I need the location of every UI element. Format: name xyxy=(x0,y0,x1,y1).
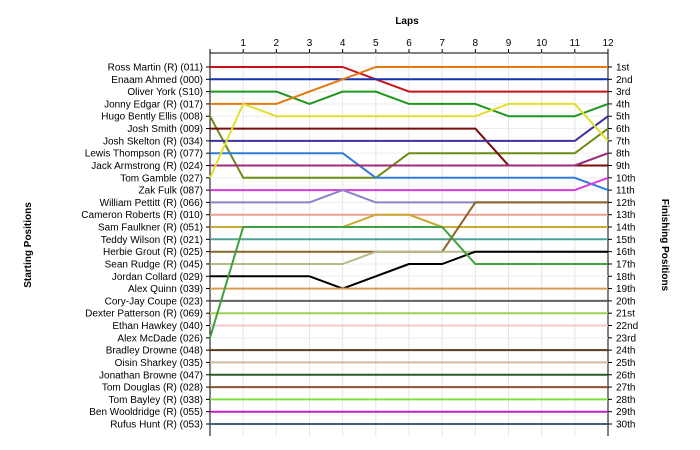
lap-label: 10 xyxy=(536,38,548,49)
finish-position-label: 26th xyxy=(616,370,635,381)
finish-position-label: 4th xyxy=(616,99,630,110)
finish-position-label: 16th xyxy=(616,247,635,258)
start-position-label: Enaam Ahmed (000) xyxy=(111,75,203,86)
finish-position-label: 25th xyxy=(616,358,635,369)
start-position-label: Alex Quinn (039) xyxy=(128,284,203,295)
finish-position-label: 29th xyxy=(616,407,635,418)
start-position-label: Jack Armstrong (R) (024) xyxy=(91,161,203,172)
finish-position-label: 9th xyxy=(616,161,630,172)
finish-position-label: 13th xyxy=(616,210,635,221)
finish-position-label: 30th xyxy=(616,420,635,431)
driver-line-18 xyxy=(210,250,608,290)
finish-position-label: 8th xyxy=(616,149,630,160)
finish-position-label: 21st xyxy=(616,309,635,320)
lap-tick-labels: 1 2 3 4 5 6 7 8 9 10 11 12 xyxy=(240,38,614,49)
start-position-label: Cameron Roberts (R) (010) xyxy=(81,210,203,221)
driver-line-11 xyxy=(210,176,609,192)
driver-line-7 xyxy=(210,115,609,142)
driver-line-1 xyxy=(210,66,608,93)
finish-position-label: 27th xyxy=(616,383,635,394)
finish-position-label: 22nd xyxy=(616,321,638,332)
start-position-label: Tom Bayley (R) (038) xyxy=(109,395,203,406)
finish-position-label: 1st xyxy=(616,63,630,74)
driver-line-23 xyxy=(209,226,608,339)
finish-position-label: 28th xyxy=(616,395,635,406)
start-position-label: Lewis Thompson (R) (077) xyxy=(85,149,203,160)
starting-position-labels: Ross Martin (R) (011)Enaam Ahmed (000)Ol… xyxy=(81,63,203,431)
start-position-label: Zak Fulk (087) xyxy=(139,186,203,197)
right-axis-title: Finishing Positions xyxy=(659,199,670,292)
lap-label: 7 xyxy=(439,38,445,49)
lap-label: 3 xyxy=(307,38,313,49)
finish-position-label: 18th xyxy=(616,272,635,283)
grid xyxy=(206,49,612,436)
start-position-label: Hugo Bently Ellis (008) xyxy=(101,112,203,123)
finishing-position-labels: 1st2nd3rd4th5th6th7th8th9th10th11th12th1… xyxy=(616,63,638,431)
start-position-label: Bradley Drowne (048) xyxy=(106,346,203,357)
lap-label: 1 xyxy=(240,38,246,49)
x-axis-title: Laps xyxy=(395,16,419,27)
start-position-label: Tom Gamble (027) xyxy=(120,173,203,184)
finish-position-label: 17th xyxy=(616,259,635,270)
lap-label: 12 xyxy=(602,38,614,49)
lap-label: 6 xyxy=(406,38,412,49)
finish-position-label: 10th xyxy=(616,173,635,184)
start-position-label: Oliver York (S10) xyxy=(127,87,203,98)
start-position-label: Josh Skelton (R) (034) xyxy=(103,136,203,147)
series-lines xyxy=(209,66,609,425)
driver-line-5 xyxy=(209,115,609,179)
start-position-label: William Pettitt (R) (066) xyxy=(100,198,203,209)
start-position-label: Herbie Grout (R) (025) xyxy=(103,247,203,258)
finish-position-label: 23rd xyxy=(616,333,636,344)
start-position-label: Ross Martin (R) (011) xyxy=(108,63,203,74)
start-position-label: Cory-Jay Coupe (023) xyxy=(105,296,203,307)
finish-position-label: 2nd xyxy=(616,75,633,86)
start-position-label: Jordan Collard (029) xyxy=(112,272,203,283)
finish-position-label: 19th xyxy=(616,284,635,295)
left-axis-title: Starting Positions xyxy=(23,202,34,288)
driver-line-8 xyxy=(210,152,609,192)
finish-position-label: 7th xyxy=(616,136,630,147)
finish-position-label: 5th xyxy=(616,112,630,123)
finish-position-label: 6th xyxy=(616,124,630,135)
lap-label: 2 xyxy=(274,38,280,49)
lap-label: 4 xyxy=(340,38,346,49)
finish-position-label: 20th xyxy=(616,296,635,307)
start-position-label: Jonny Edgar (R) (017) xyxy=(104,99,203,110)
start-position-label: Ben Wooldridge (R) (055) xyxy=(89,407,203,418)
finish-position-label: 12th xyxy=(616,198,635,209)
finish-position-label: 14th xyxy=(616,223,635,234)
finish-position-label: 11th xyxy=(616,186,635,197)
finish-position-label: 3rd xyxy=(616,87,630,98)
driver-line-3 xyxy=(210,90,609,118)
start-position-label: Alex McDade (026) xyxy=(117,333,203,344)
start-position-label: Jonathan Browne (047) xyxy=(99,370,203,381)
start-position-label: Sam Faulkner (R) (051) xyxy=(98,223,203,234)
finish-position-label: 15th xyxy=(616,235,635,246)
start-position-label: Tom Douglas (R) (028) xyxy=(102,383,203,394)
lap-label: 5 xyxy=(373,38,379,49)
start-position-label: Sean Rudge (R) (045) xyxy=(105,259,203,270)
start-position-label: Josh Smith (009) xyxy=(127,124,203,135)
start-position-label: Rufus Hunt (R) (053) xyxy=(110,420,203,431)
driver-line-4 xyxy=(210,66,608,105)
driver-line-10 xyxy=(209,102,609,179)
finish-position-label: 24th xyxy=(616,346,635,357)
start-position-label: Teddy Wilson (R) (021) xyxy=(101,235,203,246)
start-position-label: Ethan Hawkey (040) xyxy=(112,321,203,332)
start-position-label: Dexter Patterson (R) (069) xyxy=(85,309,203,320)
driver-line-9 xyxy=(210,152,609,167)
start-position-label: Oisin Sharkey (035) xyxy=(115,358,203,369)
lap-label: 11 xyxy=(570,38,581,49)
lap-label: 9 xyxy=(506,38,512,49)
lap-label: 8 xyxy=(473,38,479,49)
